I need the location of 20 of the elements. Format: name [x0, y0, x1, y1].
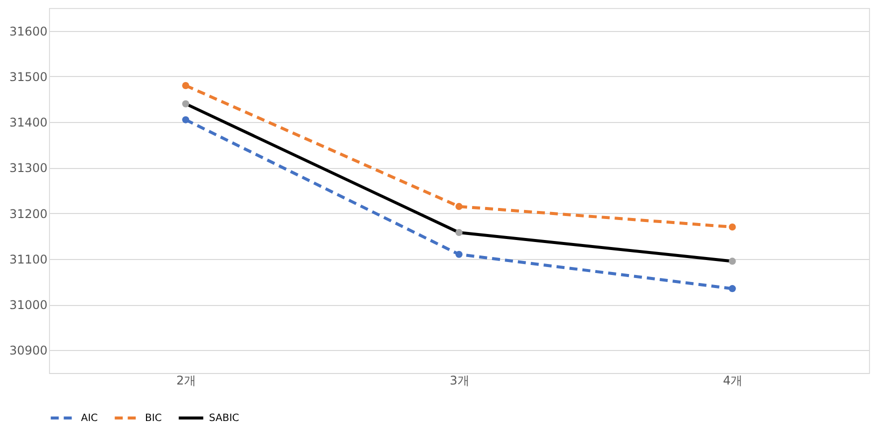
y-tick-label: 31500	[9, 70, 48, 84]
y-tick-label: 31200	[9, 206, 48, 221]
point	[728, 223, 736, 231]
legend-label: AIC	[81, 413, 98, 424]
point	[182, 116, 190, 124]
y-tick-label: 31100	[9, 252, 48, 266]
point	[182, 82, 190, 90]
x-tick-label: 3개	[450, 374, 470, 388]
y-tick-label: 31300	[9, 161, 48, 176]
legend-label: BIC	[145, 413, 162, 424]
y-tick-label: 30900	[9, 344, 48, 358]
point	[455, 202, 463, 210]
point	[455, 250, 463, 258]
y-tick-label: 31000	[9, 298, 48, 312]
legend-label: SABIC	[209, 413, 240, 424]
point	[728, 285, 736, 292]
y-tick-label: 31400	[9, 116, 48, 130]
x-tick-label: 4개	[723, 374, 743, 388]
y-tick-label: 31600	[9, 24, 48, 38]
x-tick-label: 2개	[176, 374, 196, 388]
